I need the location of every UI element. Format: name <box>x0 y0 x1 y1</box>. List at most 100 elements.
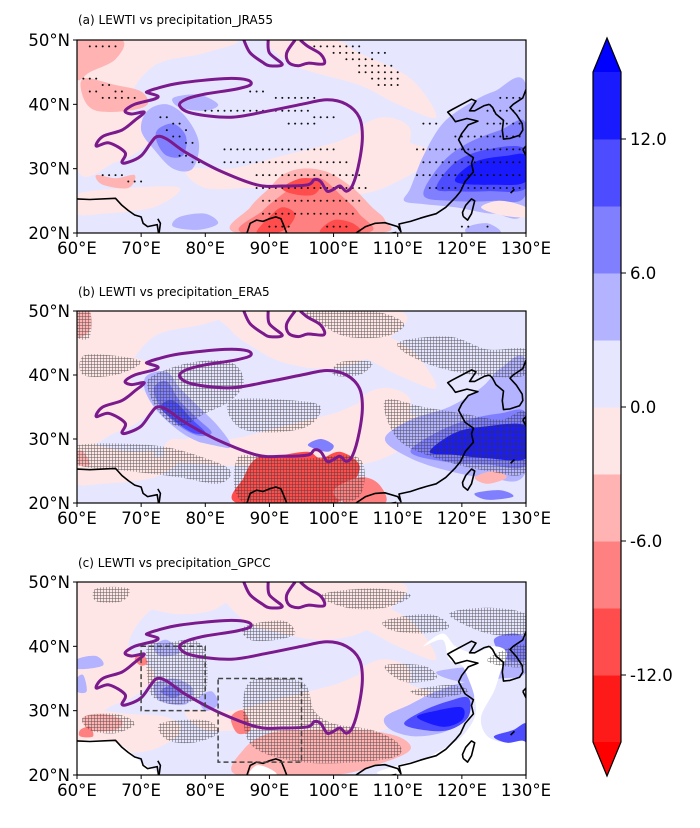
significance-dot <box>435 187 438 189</box>
significance-hatch <box>241 620 296 642</box>
significance-dot <box>294 187 297 189</box>
colorbar-bin <box>593 206 621 274</box>
precip-region <box>80 78 149 112</box>
significance-hatch <box>305 311 405 339</box>
significance-dot <box>505 122 508 125</box>
coastline <box>522 687 526 699</box>
significance-dot <box>319 212 322 215</box>
x-tick-label: 80°E <box>185 239 225 258</box>
x-tick-label: 100°E <box>308 239 358 258</box>
significance-dot <box>159 116 162 119</box>
significance-dot <box>448 187 450 189</box>
x-tick-label: 110°E <box>373 781 423 800</box>
significance-dot <box>480 161 483 164</box>
significance-dot <box>396 84 399 86</box>
coastline <box>246 758 288 775</box>
study-region-box <box>217 677 303 763</box>
coastline <box>488 631 526 682</box>
significance-dot <box>364 58 367 61</box>
y-tick-label: 40°N <box>28 95 70 114</box>
x-tick-label: 110°E <box>373 509 423 528</box>
precip-region <box>474 471 507 484</box>
significance-dot <box>486 161 489 164</box>
significance-dot <box>332 51 335 54</box>
significance-dot <box>294 212 297 215</box>
significance-hatch <box>79 354 142 378</box>
significance-dot <box>512 96 515 99</box>
significance-dot <box>499 135 502 138</box>
precip-region <box>95 174 136 189</box>
significance-dot <box>178 135 181 138</box>
precip-region <box>172 94 219 111</box>
study-region-box <box>140 645 206 712</box>
x-tick-label: 90°E <box>250 509 290 528</box>
significance-dot <box>326 161 329 164</box>
coastline <box>246 486 288 503</box>
significance-dot <box>88 90 91 93</box>
significance-dot <box>332 148 335 151</box>
significance-dot <box>165 129 168 132</box>
significance-dot <box>441 174 444 177</box>
coastline <box>510 458 516 464</box>
significance-dot <box>377 51 380 54</box>
significance-dot <box>518 148 521 151</box>
significance-dot <box>300 174 303 177</box>
panel-b-map <box>77 311 526 503</box>
significance-dot <box>345 174 348 177</box>
significance-dot <box>114 90 117 93</box>
significance-dot <box>473 135 476 138</box>
precip-region <box>77 655 104 670</box>
coastline <box>355 369 490 503</box>
significance-dot <box>300 161 303 164</box>
y-tick-label: 20°N <box>28 766 70 785</box>
significance-dot <box>486 122 489 125</box>
significance-dot <box>441 148 444 151</box>
colorbar-bin <box>593 474 621 542</box>
significance-dot <box>518 122 521 125</box>
significance-dot <box>326 45 329 48</box>
significance-dot <box>435 148 438 151</box>
significance-dot <box>274 225 277 228</box>
x-tick-label: 120°E <box>437 781 487 800</box>
significance-dot <box>383 64 386 67</box>
coastline <box>246 216 288 233</box>
significance-dot <box>351 174 354 177</box>
significance-dot <box>287 96 290 99</box>
y-tick-label: 30°N <box>28 430 70 449</box>
significance-dot <box>422 174 425 177</box>
x-tick-label: 130°E <box>501 509 551 528</box>
significance-dot <box>512 187 515 189</box>
panel-a-title: (a) LEWTI vs precipitation_JRA55 <box>78 13 273 27</box>
significance-dot <box>319 187 322 189</box>
significance-hatch <box>487 644 526 668</box>
significance-dot <box>185 129 187 132</box>
colorbar-bin <box>593 407 621 475</box>
panel-a-map <box>77 40 526 233</box>
precip-region <box>77 40 125 81</box>
significance-dot <box>140 180 143 183</box>
significance-dot <box>428 174 431 177</box>
colorbar-tick-label: -6.0 <box>630 532 662 551</box>
significance-dot <box>262 161 264 164</box>
x-tick-label: 120°E <box>437 239 487 258</box>
significance-dot <box>505 96 508 99</box>
significance-dot <box>518 109 521 112</box>
significance-dot <box>319 45 322 48</box>
significance-dot <box>467 187 470 189</box>
significance-dot <box>345 199 348 202</box>
significance-dot <box>313 212 316 215</box>
y-tick-label: 50°N <box>28 31 70 50</box>
significance-dot <box>383 84 386 86</box>
significance-hatch <box>242 677 402 764</box>
significance-dot <box>454 135 457 138</box>
significance-dot <box>223 148 226 151</box>
significance-dot <box>268 225 271 228</box>
significance-dot <box>274 96 277 99</box>
significance-hatch <box>320 588 411 610</box>
significance-dot <box>435 161 438 164</box>
significance-dot <box>172 135 175 138</box>
precip-region <box>77 40 238 177</box>
significance-dot <box>345 187 348 189</box>
significance-dot <box>217 109 220 112</box>
significance-dot <box>268 174 271 177</box>
